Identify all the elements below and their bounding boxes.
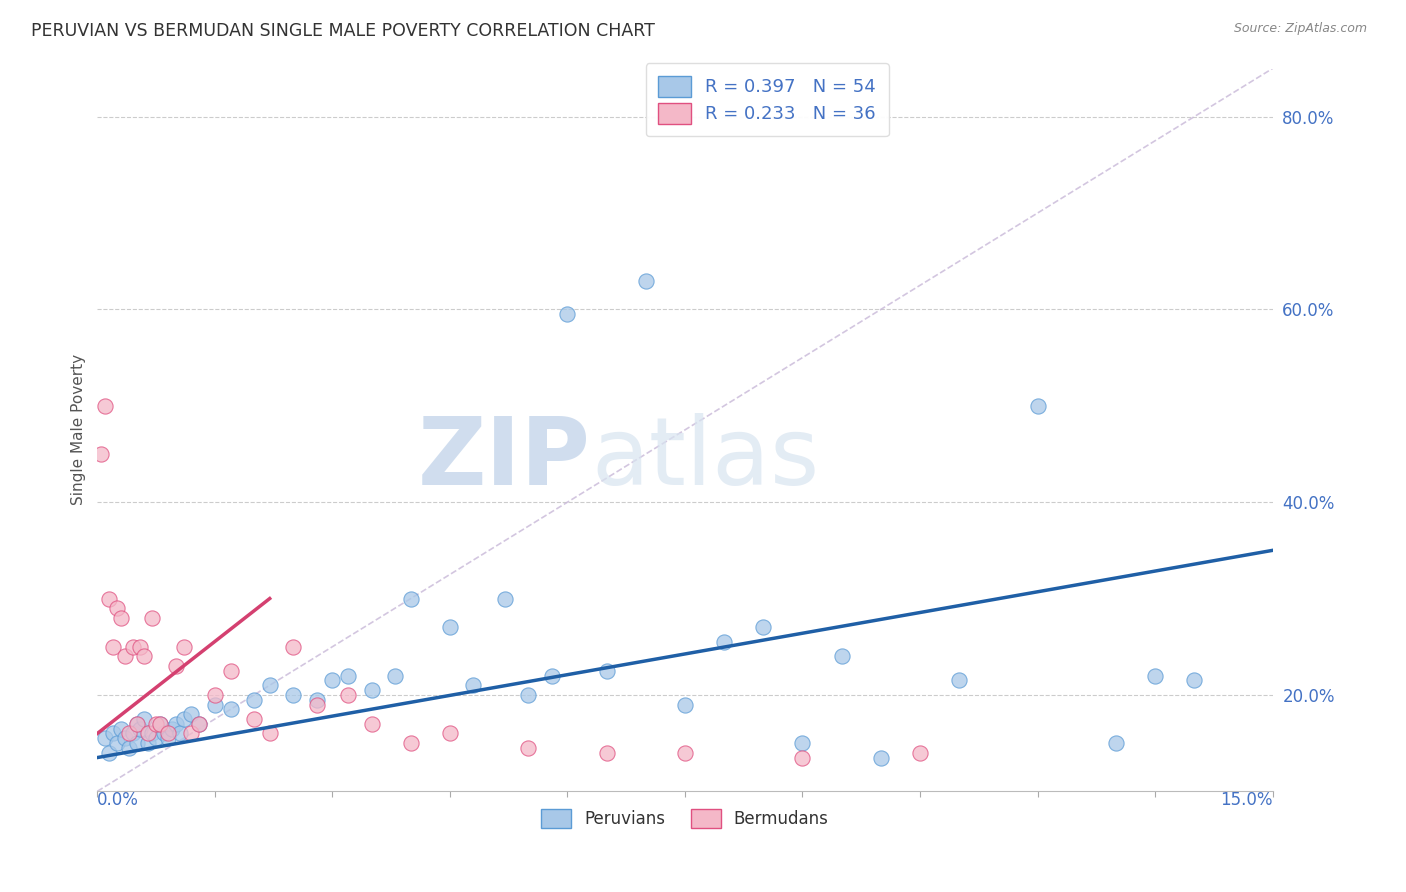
Point bbox=[595, 664, 617, 678]
Point bbox=[173, 640, 195, 654]
Point bbox=[165, 716, 187, 731]
Point bbox=[165, 659, 187, 673]
Point bbox=[673, 698, 696, 712]
Point bbox=[259, 726, 281, 740]
Point bbox=[118, 726, 141, 740]
Point bbox=[948, 673, 970, 688]
Point bbox=[337, 668, 360, 682]
Point bbox=[908, 746, 931, 760]
Point bbox=[494, 591, 516, 606]
Point bbox=[101, 640, 124, 654]
Point bbox=[219, 664, 242, 678]
Point bbox=[110, 722, 132, 736]
Point bbox=[180, 726, 202, 740]
Point bbox=[173, 712, 195, 726]
Point bbox=[204, 688, 226, 702]
Point bbox=[136, 726, 159, 740]
Point bbox=[305, 692, 328, 706]
Point bbox=[129, 640, 152, 654]
Point bbox=[105, 601, 128, 615]
Point bbox=[121, 640, 143, 654]
Point bbox=[145, 731, 167, 746]
Point bbox=[360, 683, 382, 698]
Point bbox=[243, 692, 266, 706]
Point bbox=[595, 746, 617, 760]
Point bbox=[1143, 668, 1166, 682]
Point bbox=[118, 740, 141, 755]
Point bbox=[439, 726, 461, 740]
Point bbox=[384, 668, 406, 682]
Point bbox=[98, 591, 121, 606]
Legend: Peruvians, Bermudans: Peruvians, Bermudans bbox=[534, 803, 835, 835]
Text: PERUVIAN VS BERMUDAN SINGLE MALE POVERTY CORRELATION CHART: PERUVIAN VS BERMUDAN SINGLE MALE POVERTY… bbox=[31, 22, 655, 40]
Point bbox=[94, 731, 117, 746]
Point bbox=[188, 716, 211, 731]
Point bbox=[360, 716, 382, 731]
Point bbox=[134, 649, 156, 664]
Point bbox=[634, 273, 657, 287]
Point bbox=[463, 678, 485, 692]
Point bbox=[1105, 736, 1128, 750]
Point bbox=[283, 688, 305, 702]
Point bbox=[121, 726, 143, 740]
Point bbox=[125, 716, 148, 731]
Point bbox=[98, 746, 121, 760]
Point bbox=[141, 726, 163, 740]
Point bbox=[831, 649, 853, 664]
Point bbox=[869, 750, 891, 764]
Point bbox=[283, 640, 305, 654]
Point bbox=[101, 726, 124, 740]
Point bbox=[713, 635, 735, 649]
Point bbox=[399, 736, 422, 750]
Point bbox=[259, 678, 281, 692]
Point bbox=[1026, 399, 1049, 413]
Point bbox=[90, 447, 112, 461]
Point bbox=[149, 716, 172, 731]
Point bbox=[169, 726, 191, 740]
Point bbox=[134, 712, 156, 726]
Point bbox=[156, 726, 179, 740]
Point bbox=[125, 716, 148, 731]
Text: 0.0%: 0.0% bbox=[97, 791, 139, 809]
Point bbox=[114, 731, 136, 746]
Y-axis label: Single Male Poverty: Single Male Poverty bbox=[72, 354, 86, 506]
Point bbox=[136, 736, 159, 750]
Point bbox=[792, 750, 814, 764]
Point bbox=[792, 736, 814, 750]
Point bbox=[145, 716, 167, 731]
Point bbox=[517, 740, 540, 755]
Point bbox=[125, 736, 148, 750]
Point bbox=[94, 399, 117, 413]
Point bbox=[673, 746, 696, 760]
Point bbox=[180, 707, 202, 722]
Text: atlas: atlas bbox=[591, 413, 820, 505]
Point bbox=[517, 688, 540, 702]
Point bbox=[105, 736, 128, 750]
Point bbox=[1182, 673, 1205, 688]
Point bbox=[752, 620, 775, 634]
Point bbox=[243, 712, 266, 726]
Text: ZIP: ZIP bbox=[418, 413, 591, 505]
Point bbox=[114, 649, 136, 664]
Point bbox=[399, 591, 422, 606]
Point bbox=[188, 716, 211, 731]
Point bbox=[540, 668, 562, 682]
Text: 15.0%: 15.0% bbox=[1220, 791, 1272, 809]
Point bbox=[153, 726, 176, 740]
Point bbox=[219, 702, 242, 716]
Point bbox=[141, 611, 163, 625]
Point bbox=[156, 731, 179, 746]
Point bbox=[337, 688, 360, 702]
Point bbox=[110, 611, 132, 625]
Point bbox=[149, 716, 172, 731]
Point bbox=[305, 698, 328, 712]
Point bbox=[557, 307, 579, 321]
Point bbox=[204, 698, 226, 712]
Text: Source: ZipAtlas.com: Source: ZipAtlas.com bbox=[1233, 22, 1367, 36]
Point bbox=[439, 620, 461, 634]
Point bbox=[321, 673, 343, 688]
Point bbox=[160, 722, 183, 736]
Point bbox=[129, 722, 152, 736]
